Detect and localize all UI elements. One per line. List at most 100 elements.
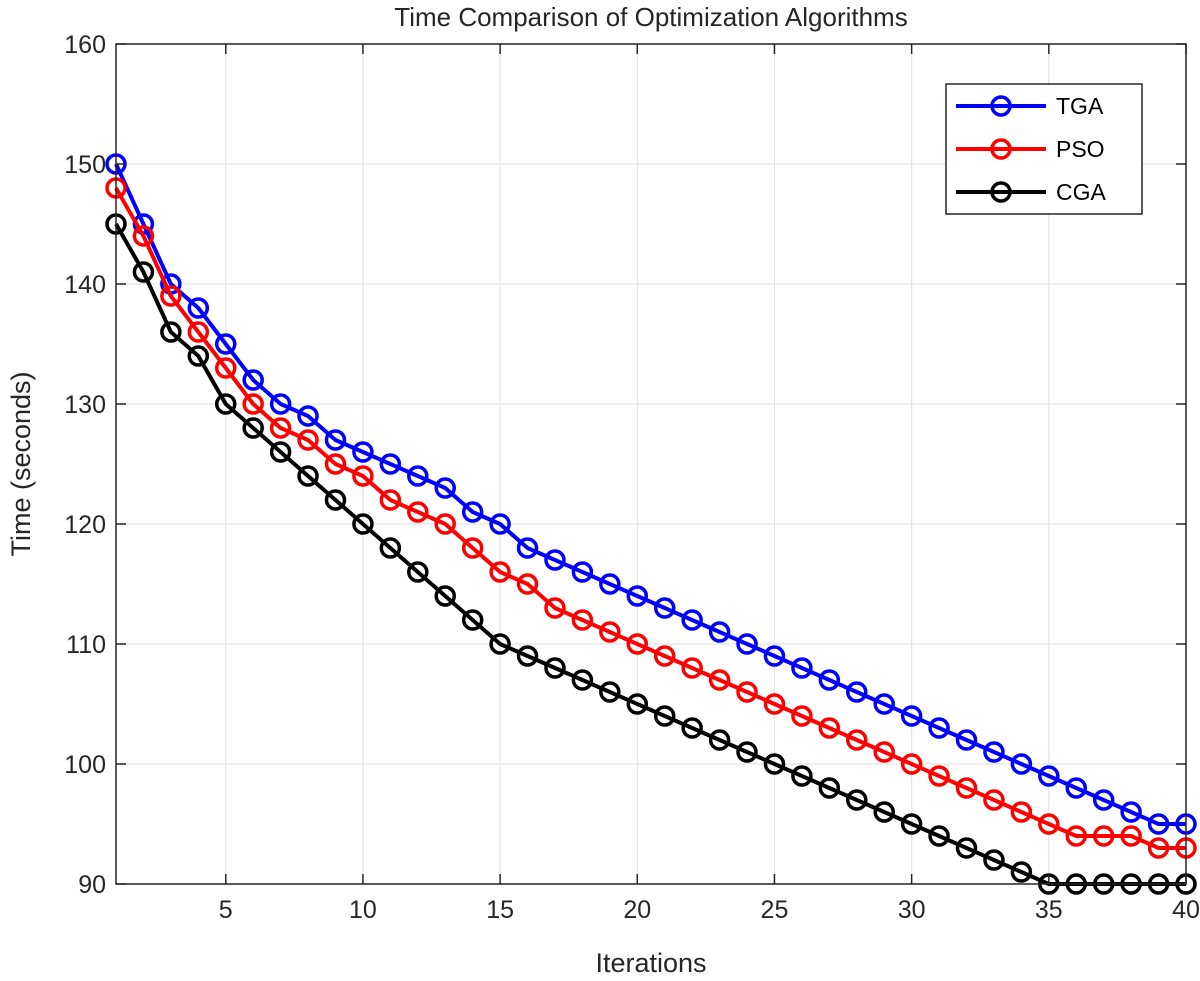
axes-box (115, 43, 1187, 885)
data-point-tga (846, 681, 868, 703)
data-point-cga (434, 585, 456, 607)
data-point-cga (818, 777, 841, 799)
data-point-pso (297, 429, 319, 451)
data-point-cga (846, 789, 868, 811)
y-axis-label: Time (seconds) (6, 371, 36, 556)
data-point-pso (1120, 825, 1142, 847)
series-line-tga (114, 163, 1186, 826)
data-point-cga (626, 693, 649, 715)
data-point-cga (242, 417, 264, 439)
data-point-tga (1147, 813, 1170, 835)
data-point-pso (214, 357, 237, 379)
data-point-pso (242, 393, 264, 415)
data-point-tga (1065, 777, 1088, 799)
data-point-tga (983, 741, 1005, 763)
data-point-pso (407, 501, 429, 523)
legend-label-cga: CGA (1056, 179, 1107, 205)
series-line-pso (114, 187, 1186, 850)
data-point-cga (763, 753, 786, 775)
x-tick-label: 30 (898, 896, 926, 924)
data-point-cga (955, 837, 978, 859)
legend-entry-cga: CGA (956, 179, 1107, 205)
data-point-tga (516, 537, 539, 559)
data-point-tga (653, 597, 676, 619)
data-point-cga (708, 729, 731, 751)
data-point-pso (324, 453, 347, 475)
data-point-tga (736, 633, 758, 655)
data-point-pso (379, 489, 402, 511)
x-tick-label: 15 (486, 896, 514, 924)
data-point-cga (983, 849, 1005, 871)
data-point-tga (297, 405, 319, 427)
data-point-tga (955, 729, 978, 751)
data-point-pso (352, 465, 374, 487)
data-point-cga (1010, 861, 1033, 883)
data-point-tga (434, 477, 456, 499)
data-point-tga (1010, 753, 1033, 775)
data-point-cga (352, 513, 374, 535)
data-point-pso (846, 729, 868, 751)
data-point-tga (599, 573, 621, 595)
data-point-tga (1120, 801, 1142, 823)
x-tick-label: 35 (1035, 896, 1063, 924)
data-point-tga (1092, 789, 1115, 811)
series-line-cga (114, 223, 1186, 886)
data-point-tga (187, 297, 210, 319)
axis-ticks: 5 10 15 20 25 30 35 40 90 100 110 120 130 140 150 160 (64, 31, 1200, 924)
data-point-pso (1147, 837, 1170, 859)
data-point-pso (626, 633, 649, 655)
y-tick-label: 160 (64, 31, 106, 59)
data-point-pso (736, 681, 758, 703)
y-tick-label: 140 (64, 271, 106, 299)
data-point-cga (544, 657, 566, 679)
legend-marker-pso (990, 138, 1012, 160)
data-point-cga (160, 321, 182, 343)
data-point-cga (599, 681, 621, 703)
data-point-tga (214, 333, 237, 355)
data-point-tga (626, 585, 649, 607)
data-point-cga (873, 801, 895, 823)
data-point-pso (1065, 825, 1088, 847)
data-point-tga (352, 441, 374, 463)
data-point-cga (379, 537, 402, 559)
data-point-pso (653, 645, 676, 667)
y-tick-label: 120 (64, 511, 106, 539)
data-point-tga (818, 669, 841, 691)
data-point-cga (187, 345, 210, 367)
data-point-pso (461, 537, 484, 559)
data-point-pso (544, 597, 566, 619)
data-point-tga (489, 513, 511, 535)
data-point-tga (708, 621, 731, 643)
data-point-pso (928, 765, 950, 787)
data-point-pso (900, 753, 923, 775)
x-tick-label: 20 (623, 896, 651, 924)
y-tick-label: 110 (66, 631, 106, 659)
data-point-tga (928, 717, 950, 739)
legend-entry-pso: PSO (956, 136, 1105, 162)
chart-title: Time Comparison of Optimization Algorith… (394, 2, 907, 32)
data-point-cga (324, 489, 347, 511)
data-point-pso (599, 621, 621, 643)
data-point-pso (983, 789, 1005, 811)
y-tick-label: 130 (64, 391, 106, 419)
data-point-tga (461, 501, 484, 523)
data-point-cga (653, 705, 676, 727)
data-point-pso (955, 777, 978, 799)
data-point-tga (900, 705, 923, 727)
data-point-pso (873, 741, 895, 763)
data-point-tga (544, 549, 566, 571)
x-tick-label: 10 (349, 896, 377, 924)
y-tick-label: 100 (64, 751, 106, 779)
data-point-pso (132, 225, 155, 247)
data-point-cga (214, 393, 237, 415)
data-point-cga (489, 633, 511, 655)
x-tick-label: 40 (1172, 896, 1200, 924)
data-point-pso (681, 657, 703, 679)
legend-marker-tga (990, 95, 1012, 117)
data-point-pso (818, 717, 841, 739)
y-tick-label: 90 (78, 871, 106, 899)
legend-marker-cga (990, 181, 1012, 203)
legend-label-pso: PSO (1056, 136, 1105, 162)
data-point-tga (763, 645, 786, 667)
